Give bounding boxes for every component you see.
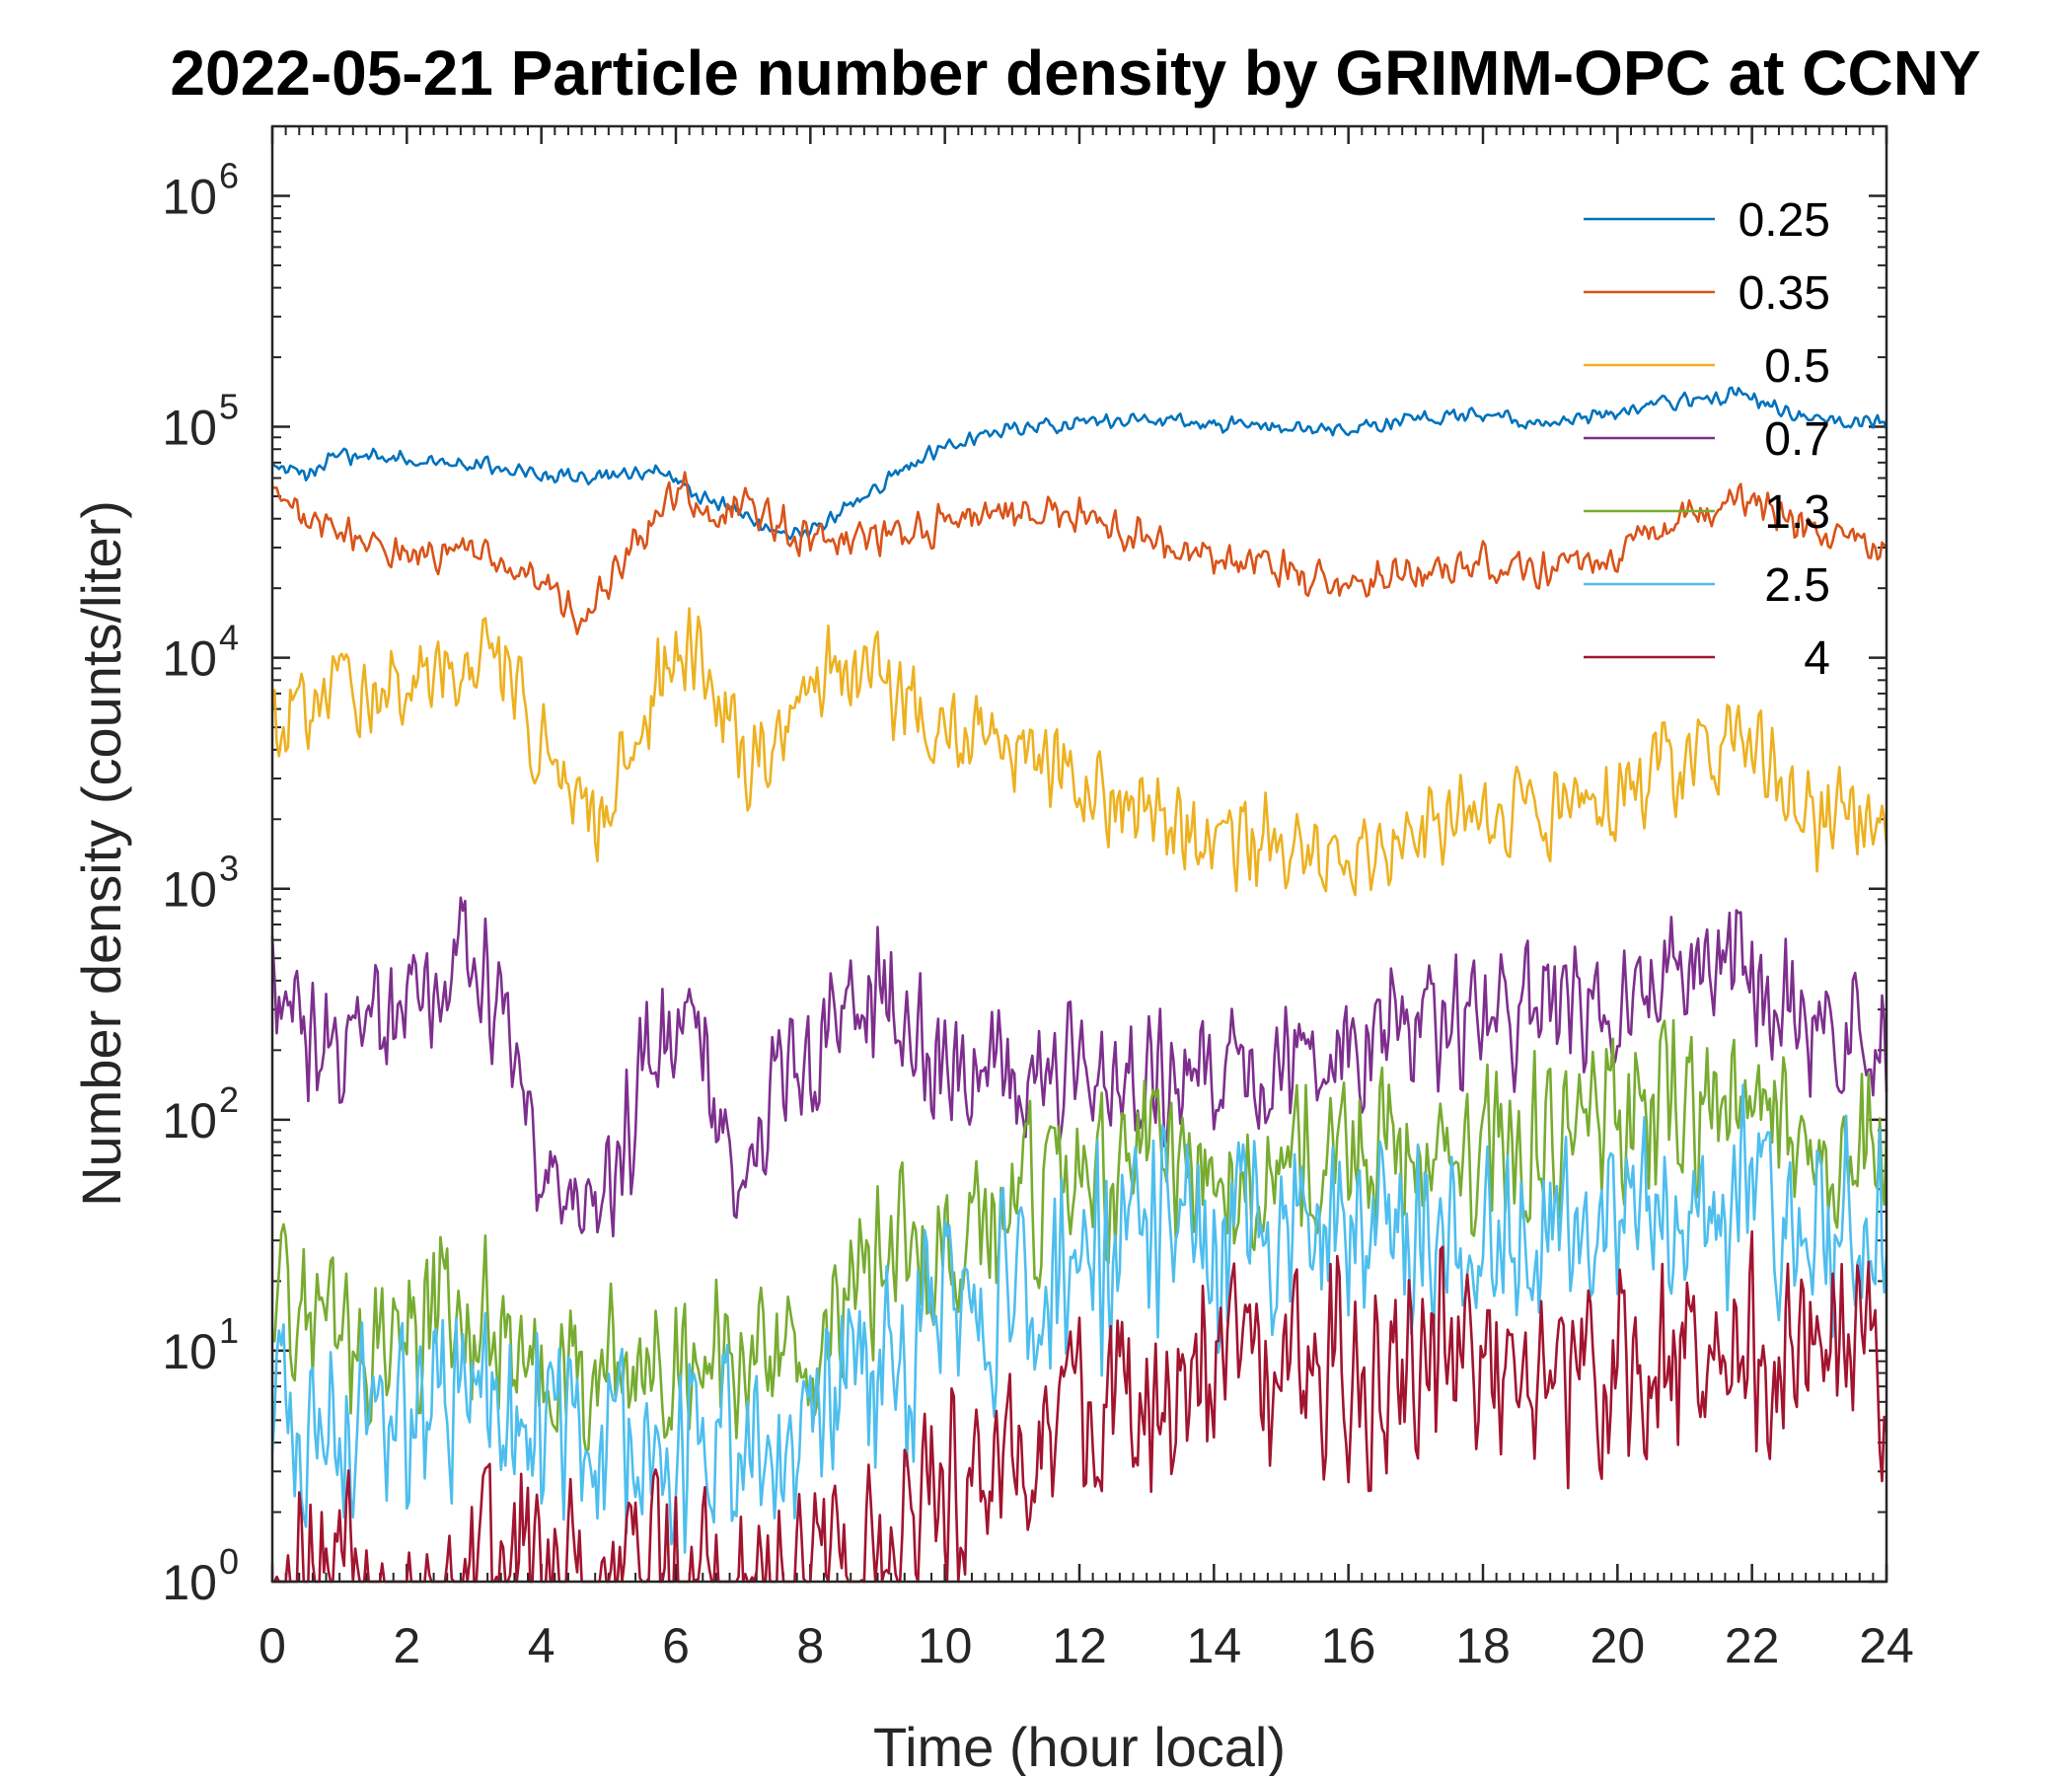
y-tick-exponent: 2 [219, 1079, 239, 1120]
y-tick-base: 10 [162, 862, 217, 918]
series-line-0-5 [270, 607, 1888, 897]
series-line-1-3 [271, 1018, 1888, 1453]
y-tick-label: 10 1 [162, 1310, 239, 1379]
y-tick-exponent: 3 [219, 849, 239, 889]
x-tick-label: 4 [528, 1618, 555, 1673]
legend-label: 0.5 [1764, 340, 1830, 393]
y-tick-base: 10 [162, 401, 217, 456]
x-tick-label: 20 [1591, 1618, 1646, 1673]
legend-label: 1.3 [1764, 486, 1830, 539]
series-lines [270, 386, 1888, 1584]
chart-title: 2022-05-21 Particle number density by GR… [170, 37, 1980, 109]
y-tick-base: 10 [162, 1324, 217, 1379]
x-tick-label: 6 [662, 1618, 690, 1673]
minor-ticks [272, 125, 1887, 1582]
y-tick-exponent: 4 [219, 618, 239, 658]
legend-label: 2.5 [1764, 559, 1830, 612]
y-tick-label: 10 3 [162, 849, 239, 918]
series-line-0-25 [270, 386, 1888, 541]
series-line-0-35 [271, 471, 1887, 635]
series-line-0-7 [270, 896, 1888, 1238]
y-tick-base: 10 [162, 1555, 217, 1610]
x-tick-label: 24 [1859, 1618, 1914, 1673]
x-tick-labels: 0 2 4 6 8 10 12 14 16 18 20 22 24 [259, 1618, 1914, 1673]
y-tick-base: 10 [162, 1093, 217, 1148]
y-tick-exponent: 5 [219, 387, 239, 427]
x-tick-label: 0 [259, 1618, 286, 1673]
x-tick-label: 2 [393, 1618, 420, 1673]
x-tick-label: 8 [796, 1618, 824, 1673]
y-tick-label: 10 5 [162, 387, 239, 456]
legend-label: 0.25 [1739, 194, 1830, 247]
y-tick-base: 10 [162, 631, 217, 687]
x-tick-label: 12 [1052, 1618, 1107, 1673]
legend-label: 4 [1804, 632, 1830, 685]
x-tick-label: 18 [1455, 1618, 1511, 1673]
legend: 0.25 0.35 0.5 0.7 1.3 2.5 4 [1584, 194, 1830, 685]
plot-area [272, 126, 1887, 1582]
series-line-2-5 [270, 1083, 1888, 1554]
x-tick-label: 10 [918, 1618, 973, 1673]
x-tick-label: 16 [1321, 1618, 1376, 1673]
legend-label: 0.35 [1739, 267, 1830, 320]
y-tick-label: 10 2 [162, 1079, 239, 1148]
y-tick-exponent: 6 [219, 155, 239, 195]
x-tick-label: 14 [1187, 1618, 1242, 1673]
y-tick-label: 10 4 [162, 618, 239, 687]
y-axis-label: Number density (counts/liter) [70, 500, 132, 1207]
x-axis-label: Time (hour local) [873, 1716, 1286, 1776]
x-tick-label: 22 [1725, 1618, 1780, 1673]
y-tick-label: 10 6 [162, 155, 239, 224]
y-tick-exponent: 0 [219, 1541, 239, 1582]
y-tick-label: 10 0 [162, 1541, 239, 1610]
plot-frame [270, 124, 1888, 1584]
y-tick-exponent: 1 [219, 1310, 239, 1351]
y-tick-base: 10 [162, 169, 217, 224]
legend-label: 0.7 [1764, 413, 1830, 466]
